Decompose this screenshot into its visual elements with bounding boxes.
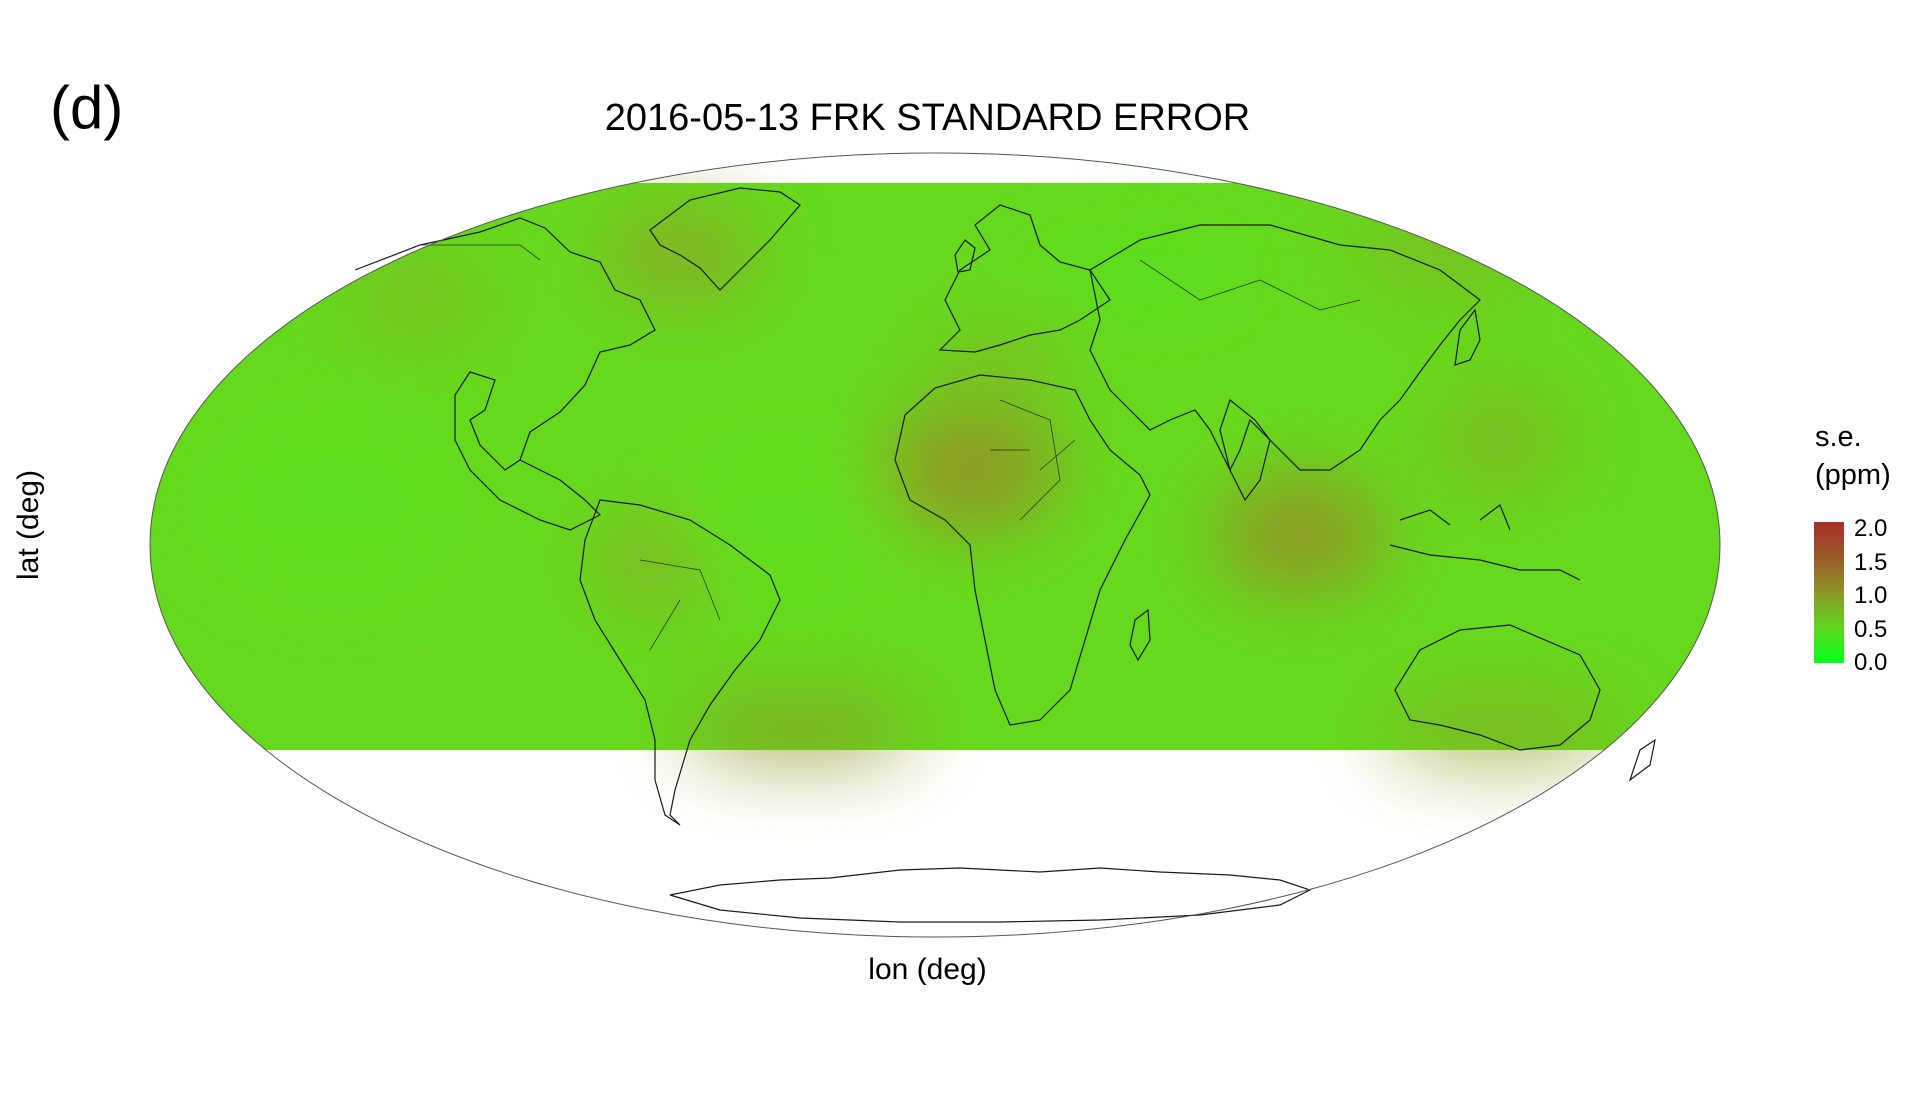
legend-title: s.e. (ppm) (1815, 421, 1891, 491)
legend-tick (1845, 561, 1851, 563)
uk-coast (954, 239, 976, 273)
legend-tick-label: 2.0 (1854, 515, 1888, 542)
indonesia-coast (1389, 504, 1581, 581)
europe-coast (938, 204, 1111, 353)
japan-coast (1454, 308, 1481, 366)
legend-tick-label: 0.0 (1854, 649, 1888, 676)
coastlines (354, 187, 1656, 923)
australia-coast (1394, 624, 1601, 751)
antarctica-coast (669, 867, 1312, 923)
globe-outline (149, 152, 1721, 938)
asia-coast (1089, 224, 1481, 472)
north-america-coast (354, 217, 656, 531)
legend-tick-label: 0.5 (1854, 615, 1888, 643)
africa-coast (894, 374, 1151, 726)
legend-tick (1845, 528, 1851, 529)
legend-colorbar (1814, 522, 1844, 663)
standard-error-field (150, 183, 1720, 760)
legend-tick (1845, 595, 1851, 596)
map-title: 2016-05-13 FRK STANDARD ERROR (604, 97, 1251, 139)
madagascar-coast (1129, 608, 1151, 662)
south-america-coast (579, 499, 781, 826)
legend-tick (1845, 662, 1851, 663)
legend-tick (1845, 628, 1851, 630)
india-coast (1219, 398, 1271, 502)
greenland-coast (649, 187, 801, 291)
country-borders (420, 244, 1361, 651)
x-axis-label: lon (deg) (868, 953, 987, 986)
new-zealand-coast (1628, 738, 1656, 782)
legend-tick-label: 1.0 (1854, 582, 1888, 609)
legend-tick-label: 1.5 (1854, 548, 1888, 576)
panel-label: (d) (50, 74, 124, 141)
